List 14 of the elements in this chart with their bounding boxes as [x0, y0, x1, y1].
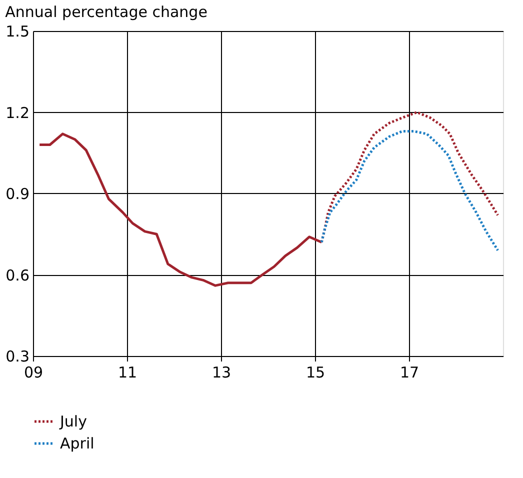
x-tick-label: 17 [400, 364, 420, 382]
y-tick-label: 0.6 [6, 266, 30, 284]
legend-label: April [60, 434, 94, 452]
x-tick-label: 15 [306, 364, 326, 382]
x-tick-label: 13 [212, 364, 232, 382]
y-tick-label: 0.3 [6, 348, 30, 366]
chart-title: Annual percentage change [5, 3, 208, 21]
y-tick-label: 1.2 [6, 104, 30, 122]
x-tick-label: 09 [24, 364, 44, 382]
y-tick-label: 1.5 [6, 22, 30, 40]
legend-label: July [59, 412, 88, 430]
line-series [320, 130, 500, 252]
y-tick-label: 0.9 [6, 185, 30, 203]
x-tick-label: 11 [118, 364, 138, 382]
